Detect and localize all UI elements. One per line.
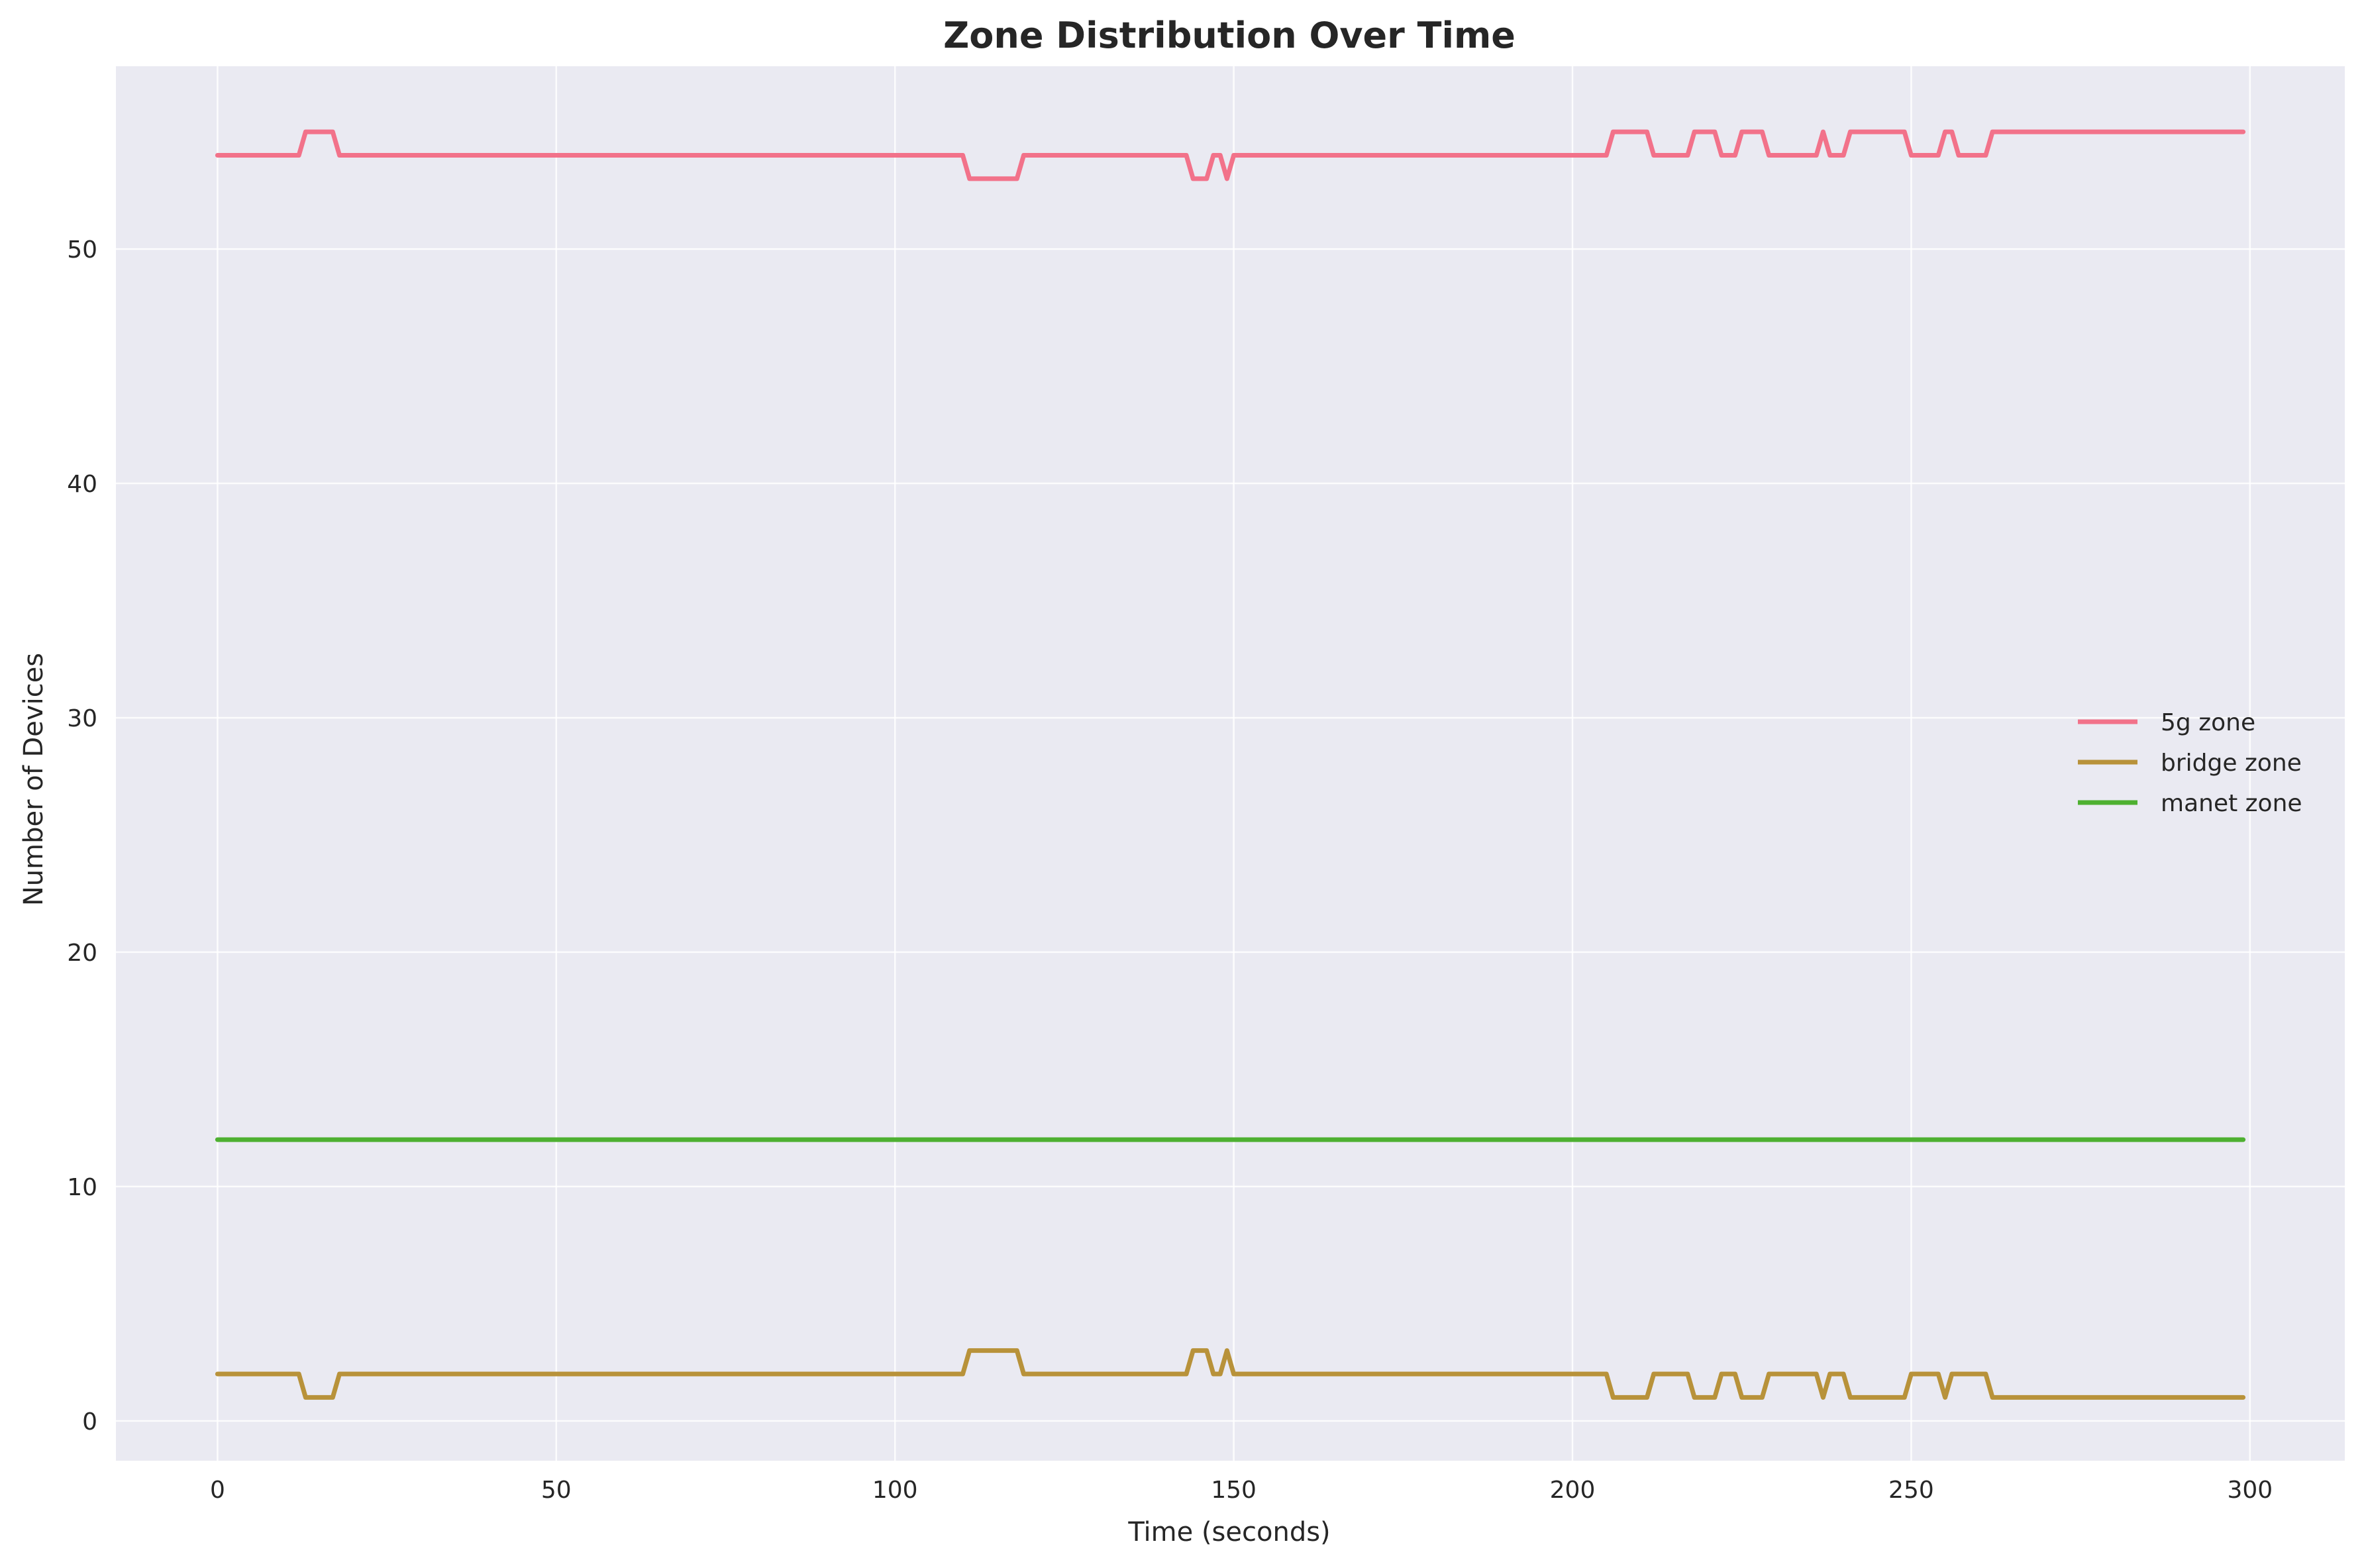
plot-area bbox=[116, 66, 2345, 1461]
grid-lines bbox=[116, 66, 2345, 1461]
y-axis-ticks: 0 10 20 30 40 50 bbox=[67, 236, 97, 1436]
chart-title: Zone Distribution Over Time bbox=[943, 15, 1516, 56]
y-tick-label: 10 bbox=[67, 1174, 97, 1201]
x-tick-label: 50 bbox=[541, 1477, 572, 1504]
legend-entry-label: bridge zone bbox=[2161, 750, 2302, 777]
series-lines bbox=[215, 129, 2246, 1400]
y-tick-label: 20 bbox=[67, 940, 97, 967]
series-line-5g-zone bbox=[215, 129, 2246, 181]
x-tick-label: 150 bbox=[1211, 1477, 1257, 1504]
series-line-bridge-zone bbox=[215, 1348, 2246, 1400]
legend: 5g zone bridge zone manet zone bbox=[2078, 709, 2302, 817]
legend-entry-label: manet zone bbox=[2161, 790, 2302, 817]
y-axis-label: Number of Devices bbox=[19, 653, 49, 906]
y-tick-label: 0 bbox=[82, 1408, 97, 1436]
x-tick-label: 100 bbox=[872, 1477, 918, 1504]
x-tick-label: 0 bbox=[210, 1477, 225, 1504]
x-axis-ticks: 0 50 100 150 200 250 300 bbox=[210, 1477, 2273, 1504]
y-tick-label: 30 bbox=[67, 705, 97, 732]
x-tick-label: 200 bbox=[1550, 1477, 1596, 1504]
x-tick-label: 300 bbox=[2227, 1477, 2273, 1504]
y-tick-label: 40 bbox=[67, 471, 97, 498]
x-tick-label: 250 bbox=[1888, 1477, 1934, 1504]
x-axis-label: Time (seconds) bbox=[1127, 1517, 1330, 1547]
y-tick-label: 50 bbox=[67, 236, 97, 264]
legend-entry-label: 5g zone bbox=[2161, 709, 2255, 736]
